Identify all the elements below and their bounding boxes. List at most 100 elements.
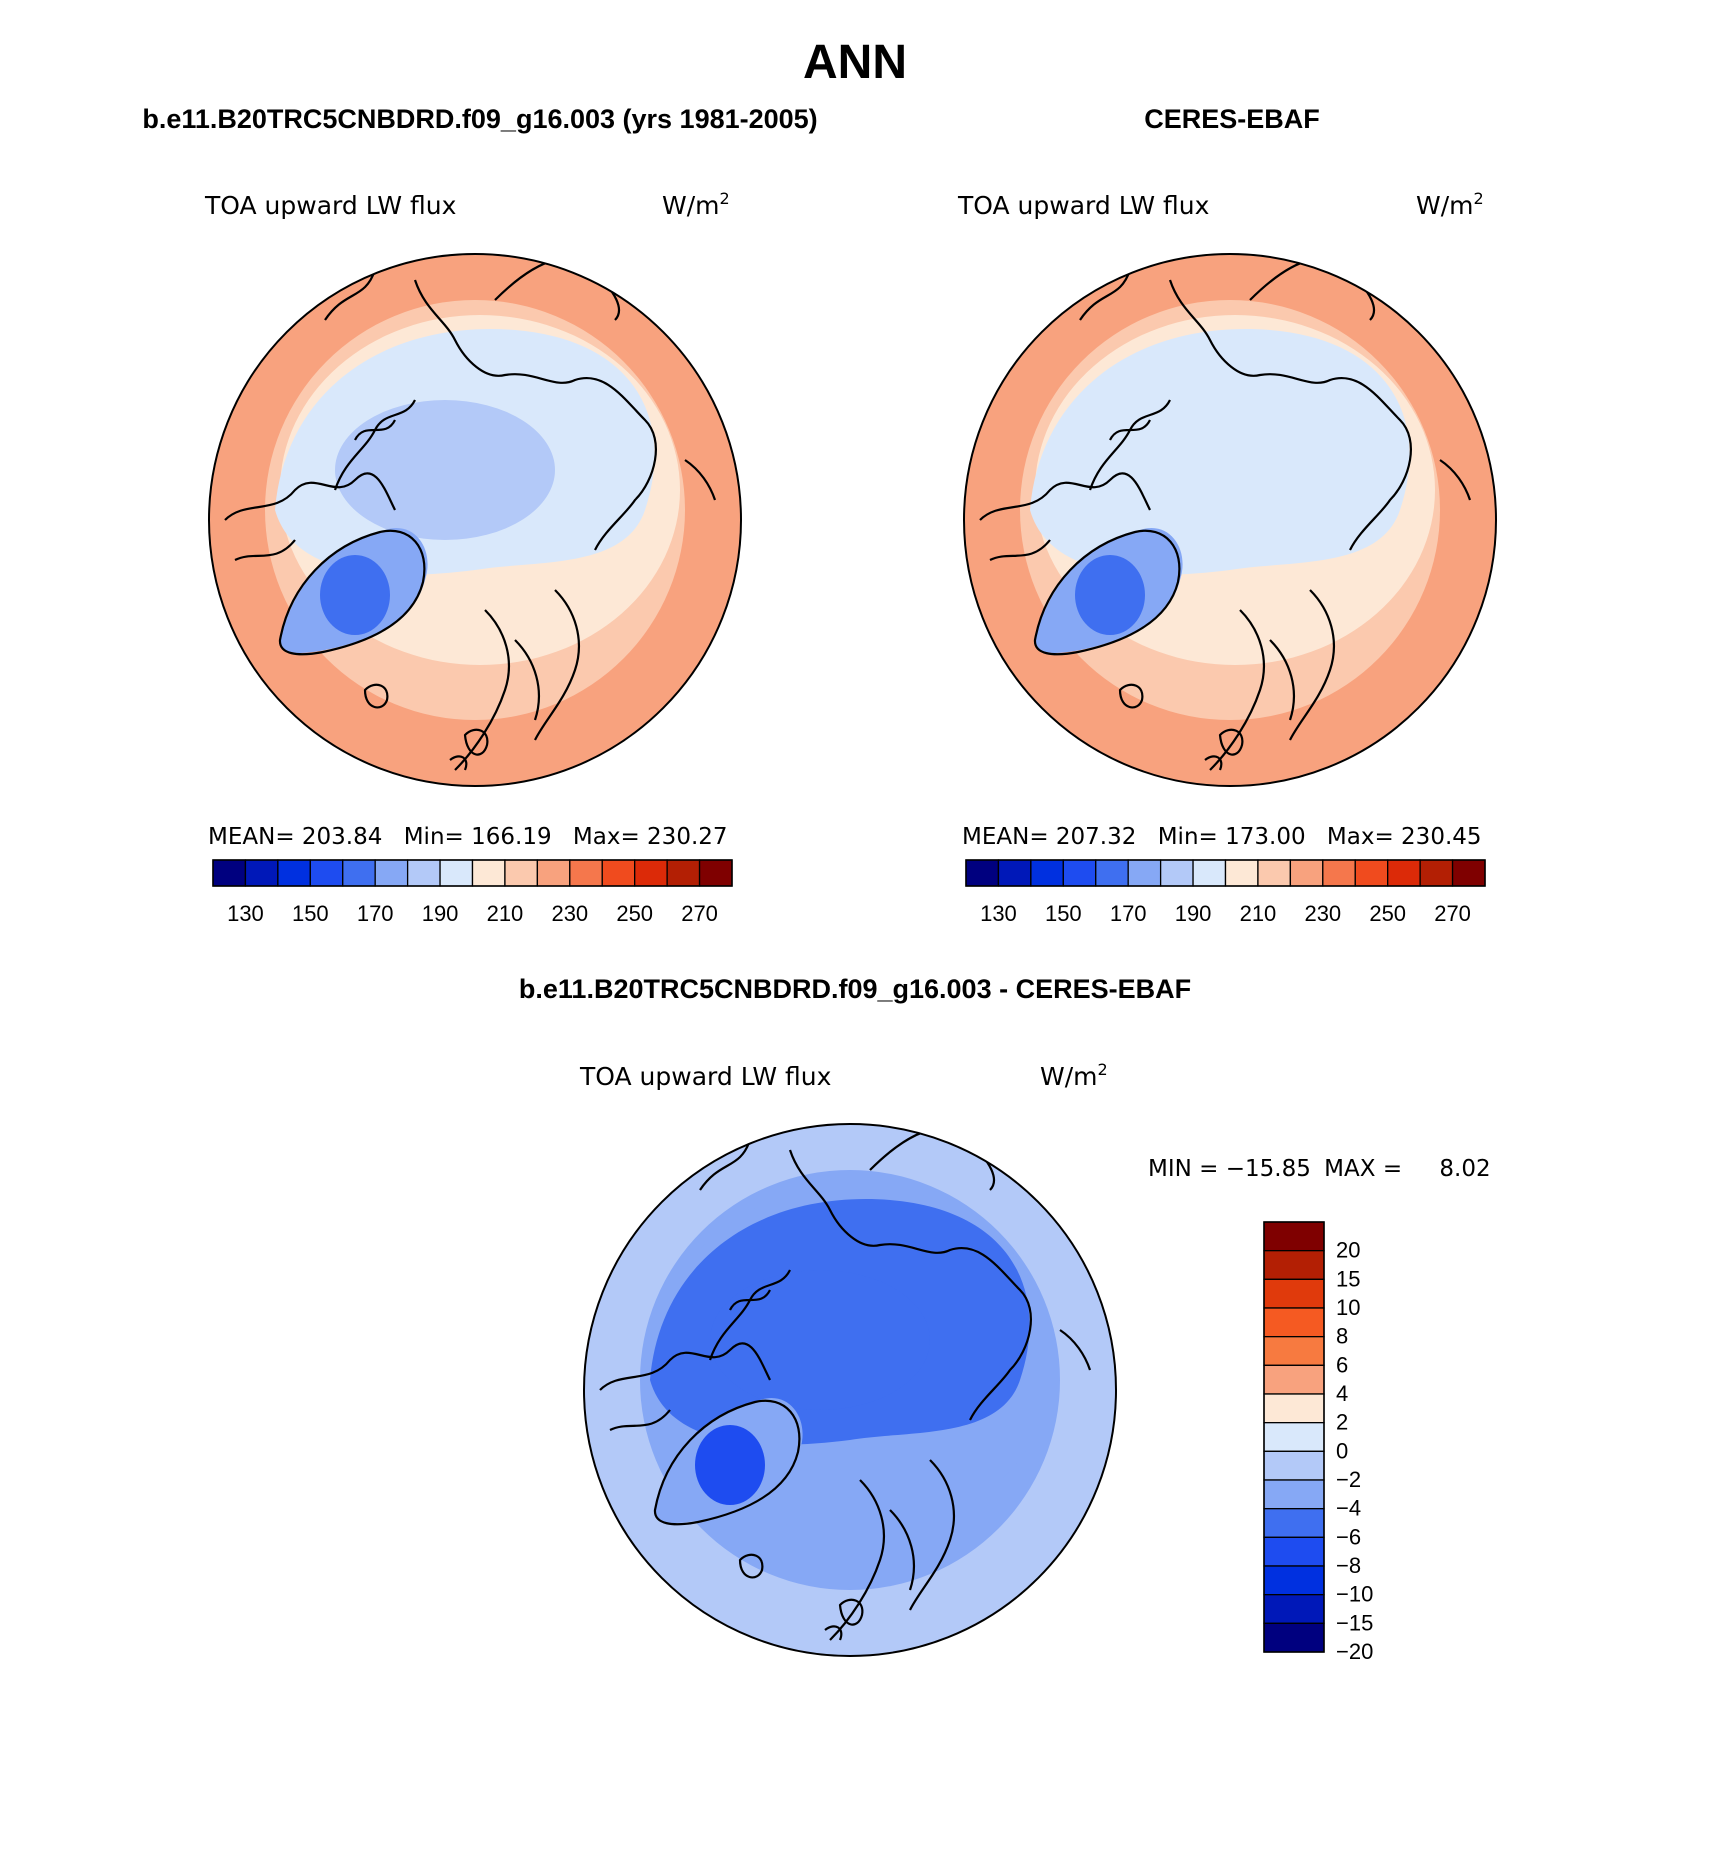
coast-scandinavia	[1209, 589, 1335, 771]
map-border	[208, 253, 742, 787]
max-value: 230.27	[647, 824, 727, 850]
colorbar-tick-label: 15	[1336, 1266, 1360, 1291]
colorbar-tick-label: 130	[980, 901, 1017, 926]
min-value: 166.19	[471, 824, 551, 850]
coastlines	[599, 1128, 1092, 1641]
colorbar-swatch	[569, 859, 603, 887]
colorbar-swatch	[1263, 1594, 1325, 1624]
colorbar-swatch	[1263, 1364, 1325, 1395]
figure-title: ANN	[803, 36, 907, 89]
fill-arctic-core	[710, 1270, 930, 1410]
coast-siberia	[1079, 269, 1412, 551]
coastlines	[979, 258, 1472, 771]
colorbar-swatch	[666, 859, 701, 887]
colorbar-swatch	[374, 859, 409, 887]
field-name: TOA upward LW flux	[204, 191, 456, 220]
colorbar-tick-label: 230	[1304, 901, 1341, 926]
fill-arctic-core	[335, 400, 555, 540]
colorbar-swatch	[1419, 859, 1454, 887]
colorbar-swatch	[1159, 859, 1194, 887]
units-label: W/m2	[662, 189, 730, 220]
colorbar-tick-label: 250	[616, 901, 653, 926]
coast-archipelago	[1088, 399, 1171, 491]
min-value: 173.00	[1225, 824, 1305, 850]
colorbar-swatch	[212, 859, 247, 887]
colorbar-swatch	[1354, 859, 1389, 887]
colorbar-swatch	[1263, 1250, 1325, 1280]
min-label: Min=	[1158, 824, 1218, 850]
mean-value: 207.32	[1056, 824, 1136, 850]
colorbar-frame	[212, 859, 733, 887]
colorbar-tick-label: −15	[1336, 1610, 1373, 1635]
coast-greenland	[1033, 529, 1181, 656]
coast-sakhalin	[1059, 1329, 1092, 1371]
field-name: TOA upward LW flux	[957, 191, 1209, 220]
colorbar-swatch	[1263, 1393, 1325, 1424]
colorbar-tick-label: −6	[1336, 1524, 1361, 1549]
colorbar-swatch	[1224, 859, 1259, 887]
colorbar-swatch	[1257, 859, 1292, 887]
mean-label: MEAN=	[962, 824, 1049, 850]
colorbar-tick-label: 270	[1434, 901, 1471, 926]
coast-sakhalin	[1439, 459, 1472, 501]
colorbar-swatch	[439, 859, 474, 887]
map-fill-layer	[584, 1124, 1116, 1656]
colorbar-swatch	[504, 859, 539, 887]
colorbar-swatch	[1030, 859, 1064, 887]
units-label: W/m2	[1040, 1060, 1108, 1091]
field-label-diff: TOA upward LW flux W/m2	[579, 1060, 1108, 1091]
coast-scandinavia	[454, 589, 580, 771]
mean-label: MEAN=	[208, 824, 295, 850]
map-border	[583, 1123, 1117, 1657]
coast-iceland	[738, 1553, 764, 1579]
colorbar-swatch	[1322, 859, 1356, 887]
colorbar-swatch	[1263, 1479, 1325, 1510]
max-label: Max=	[1327, 824, 1394, 850]
colorbar-swatch	[965, 859, 1000, 887]
colorbar-swatch	[536, 859, 571, 887]
colorbar-swatch	[1263, 1336, 1325, 1366]
colorbar-swatch	[698, 859, 733, 887]
colorbar-swatch	[1263, 1278, 1325, 1309]
colorbar-tick-label: 4	[1336, 1381, 1348, 1406]
coast-scandinavia	[829, 1459, 955, 1641]
max-value: 230.45	[1401, 824, 1481, 850]
colorbar-swatch	[1263, 1307, 1325, 1338]
stats-diff: MIN = −15.85 MAX = 8.02	[1148, 1156, 1491, 1182]
panel-header-diff: b.e11.B20TRC5CNBDRD.f09_g16.003 - CERES-…	[519, 974, 1191, 1004]
units-exponent: 2	[1474, 189, 1484, 208]
coast-archipelago	[333, 399, 416, 491]
colorbar-swatch	[1263, 1536, 1325, 1567]
max-value: 8.02	[1439, 1156, 1490, 1182]
coast-archipelago	[708, 1269, 791, 1361]
colorbar-tick-label: 150	[1045, 901, 1082, 926]
coast-britain	[1204, 728, 1244, 771]
colorbar-tick-label: 0	[1336, 1438, 1348, 1463]
colorbar-swatch	[342, 859, 376, 887]
mean-value: 203.84	[302, 824, 382, 850]
colorbar-swatch	[634, 859, 668, 887]
colorbar-swatch	[1095, 859, 1129, 887]
colorbar-swatch	[1263, 1422, 1325, 1452]
stats-model: MEAN= 203.84 Min= 166.19 Max= 230.27	[208, 824, 728, 850]
colorbar-tick-label: 170	[1110, 901, 1147, 926]
map-fill-layer	[209, 254, 741, 786]
colorbar-tick-label: −10	[1336, 1582, 1373, 1607]
colorbar-tick-label: 2	[1336, 1410, 1348, 1435]
coast-iceland	[1118, 683, 1144, 709]
colorbar-swatch	[1192, 859, 1227, 887]
polar-map-model	[208, 253, 742, 787]
coast-sakhalin	[684, 459, 717, 501]
colorbar-tick-label: 210	[1240, 901, 1277, 926]
colorbar-swatch	[1127, 859, 1162, 887]
colorbar-tick-label: 190	[1175, 901, 1212, 926]
colorbar-tick-label: 170	[357, 901, 394, 926]
coast-canada	[224, 472, 396, 562]
coast-britain	[824, 1598, 864, 1641]
fill-greenland-core	[320, 555, 390, 635]
colorbar-model: 130 150 170 190 210 230 250 270	[212, 859, 733, 926]
min-label: Min=	[404, 824, 464, 850]
colorbar-obs: 130 150 170 190 210 230 250 270	[965, 859, 1486, 926]
units-base: W/m	[1040, 1062, 1098, 1091]
